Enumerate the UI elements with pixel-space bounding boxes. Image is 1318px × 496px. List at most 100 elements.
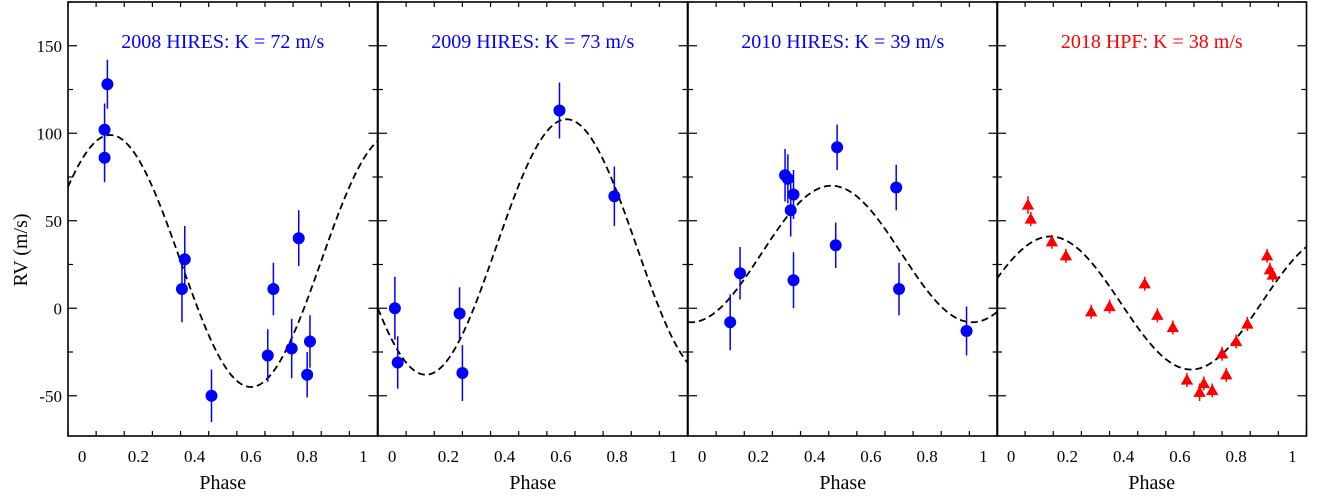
x-axis-label: Phase [1128,472,1175,494]
panel-4: 0 0.2 0.4 0.6 0.8 1 2018 HPF: K = 38 m/s Phase [996,1,1308,494]
data-point [831,124,844,170]
circle-marker [391,356,404,369]
panel-title: 2009 HIRES: K = 73 m/s [431,31,634,53]
x-tick-label: 0 [78,447,87,466]
triangle-marker [1024,212,1037,224]
circle-marker [205,389,218,402]
circle-marker [890,181,903,194]
data-point [1021,196,1035,214]
triangle-marker [1241,317,1254,329]
y-tick-label: 50 [45,212,62,231]
data-point [101,59,114,109]
data-point [1266,268,1279,282]
circle-marker [893,283,906,295]
circle-marker [292,232,305,245]
data-point [292,210,305,267]
x-tick-label: 0.4 [494,447,516,466]
x-tick-label: 1 [669,447,678,466]
x-tick-label: 1 [359,447,368,466]
model-curve [997,235,1307,371]
data-point [1215,346,1229,361]
data-point [391,336,404,389]
x-tick-label: 0 [388,447,397,466]
circle-marker [781,172,794,185]
circle-marker [453,307,466,320]
panel-title: 2018 HPF: K = 38 m/s [1061,31,1243,53]
data-point [1220,367,1233,382]
triangle-marker [1229,335,1243,347]
circle-marker [301,368,314,381]
circle-marker [285,342,298,355]
circle-marker [303,335,316,348]
data-point [175,255,188,323]
circle-marker [784,204,797,217]
triangle-marker [1103,300,1116,312]
x-tick-label: 0.2 [128,447,149,466]
panel-title: 2010 HIRES: K = 39 m/s [741,31,944,53]
x-axis-label: Phase [199,472,246,494]
data-point [301,352,314,398]
model-curve [378,118,688,376]
y-tick-label: -50 [39,387,62,406]
data-point [267,262,280,316]
data-point [1197,376,1211,391]
x-tick-label: 0.2 [748,447,769,466]
circle-marker [98,123,111,136]
model-curve [688,184,998,324]
data-point [1085,304,1098,319]
data-point [890,164,903,211]
data-point [960,306,973,356]
data-point [608,166,621,226]
data-point [1180,373,1194,387]
data-point [1206,383,1219,398]
triangle-marker [1166,321,1180,333]
circle-marker [829,239,842,252]
data-point [787,170,800,219]
panel-frame [377,1,689,437]
panel-3: 0 0.2 0.4 0.6 0.8 1 2010 HIRES: K = 39 m/s Phas… [687,1,999,494]
circle-marker [261,349,274,362]
circle-marker [98,151,111,164]
panel-title: 2008 HIRES: K = 72 m/s [121,31,324,53]
x-tick-label: 0 [698,447,707,466]
x-tick-label: 0.2 [1057,447,1078,466]
data-point [1138,276,1151,291]
circle-marker [787,274,800,287]
triangle-marker [1215,347,1229,359]
x-tick-label: 0.8 [607,447,628,466]
data-point [1024,212,1037,226]
circle-marker [175,283,188,295]
circle-marker [787,188,800,201]
panel-frame [996,1,1308,437]
x-tick-label: 0.6 [240,447,261,466]
circle-marker [456,367,469,379]
data-point [453,287,466,340]
data-point [1229,334,1243,349]
x-tick-label: 0.2 [438,447,459,466]
data-point [724,294,737,351]
data-point [829,222,842,268]
x-tick-label: 0.6 [860,447,881,466]
y-tick-label: 0 [54,299,63,318]
panel-frame [687,1,999,437]
circle-marker [831,141,844,154]
triangle-marker [1206,384,1219,396]
triangle-marker [1021,198,1035,210]
x-tick-label: 0.8 [297,447,318,466]
data-point [1166,320,1180,335]
x-tick-label: 0.4 [804,447,826,466]
model-curve [68,134,378,388]
data-point [787,252,800,309]
data-point [205,369,218,422]
data-point [1045,234,1059,249]
circle-marker [178,253,191,266]
circle-marker [608,190,621,203]
x-tick-label: 1 [1288,447,1297,466]
x-tick-label: 0.8 [1226,447,1247,466]
x-tick-label: 0.6 [1169,447,1190,466]
x-tick-label: 0.4 [1113,447,1135,466]
data-point [734,247,747,300]
triangle-marker [1197,377,1211,389]
triangle-marker [1085,305,1098,317]
